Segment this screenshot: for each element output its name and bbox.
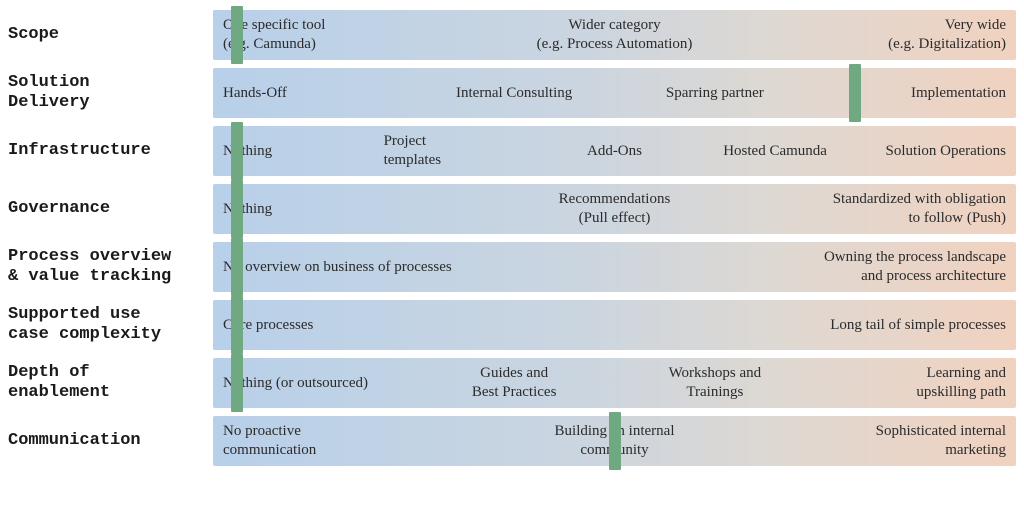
spectrum-labels: Core processesLong tail of simple proces… (213, 300, 1016, 350)
spectrum-label: Owning the process landscapeand process … (615, 248, 1017, 286)
spectrum-label: No overview on business of processes (213, 258, 615, 277)
spectrum-labels: NothingRecommendations(Pull effect)Stand… (213, 184, 1016, 234)
spectrum-label: Hands-Off (213, 84, 414, 103)
spectrum-bar: No proactivecommunicationBuilding an int… (213, 416, 1016, 466)
position-marker (231, 180, 243, 238)
spectrum-labels: Nothing (or outsourced)Guides andBest Pr… (213, 358, 1016, 408)
spectrum-label: Nothing (213, 200, 481, 219)
spectrum-label: Long tail of simple processes (615, 316, 1017, 335)
spectrum-labels: Hands-OffInternal ConsultingSparring par… (213, 68, 1016, 118)
row-process-overview: Process overview& value trackingNo overv… (8, 242, 1016, 292)
row-depth-of-enablement: Depth ofenablementNothing (or outsourced… (8, 358, 1016, 408)
spectrum-label: Internal Consulting (414, 84, 615, 103)
row-label: Governance (8, 199, 213, 219)
row-solution-delivery: SolutionDeliveryHands-OffInternal Consul… (8, 68, 1016, 118)
spectrum-chart: ScopeOne specific tool(e.g. Camunda)Wide… (8, 10, 1016, 466)
row-label: SolutionDelivery (8, 73, 213, 114)
spectrum-labels: No overview on business of processesOwni… (213, 242, 1016, 292)
spectrum-label: One specific tool(e.g. Camunda) (213, 16, 481, 54)
spectrum-label: Guides andBest Practices (414, 364, 615, 402)
spectrum-bar: Core processesLong tail of simple proces… (213, 300, 1016, 350)
position-marker (231, 354, 243, 412)
row-scope: ScopeOne specific tool(e.g. Camunda)Wide… (8, 10, 1016, 60)
spectrum-bar: No overview on business of processesOwni… (213, 242, 1016, 292)
spectrum-label: Solution Operations (855, 142, 1016, 161)
spectrum-label: Very wide(e.g. Digitalization) (748, 16, 1016, 54)
spectrum-bar: NothingProjecttemplatesAdd-OnsHosted Cam… (213, 126, 1016, 176)
row-label: Scope (8, 25, 213, 45)
spectrum-label: Workshops andTrainings (615, 364, 816, 402)
spectrum-label: Core processes (213, 316, 615, 335)
spectrum-label: Sophisticated internalmarketing (748, 422, 1016, 460)
spectrum-label: Recommendations(Pull effect) (481, 190, 749, 228)
position-marker (609, 412, 621, 470)
spectrum-bar: NothingRecommendations(Pull effect)Stand… (213, 184, 1016, 234)
position-marker (231, 122, 243, 180)
spectrum-label: Wider category(e.g. Process Automation) (481, 16, 749, 54)
row-use-case-complexity: Supported usecase complexityCore process… (8, 300, 1016, 350)
position-marker (231, 296, 243, 354)
spectrum-label: Standardized with obligationto follow (P… (748, 190, 1016, 228)
row-label: Depth ofenablement (8, 363, 213, 404)
spectrum-labels: NothingProjecttemplatesAdd-OnsHosted Cam… (213, 126, 1016, 176)
spectrum-label: Add-Ons (534, 142, 695, 161)
row-label: Supported usecase complexity (8, 305, 213, 346)
spectrum-bar: One specific tool(e.g. Camunda)Wider cat… (213, 10, 1016, 60)
spectrum-bar: Hands-OffInternal ConsultingSparring par… (213, 68, 1016, 118)
spectrum-label: Learning andupskilling path (815, 364, 1016, 402)
spectrum-label: Sparring partner (615, 84, 816, 103)
spectrum-label: No proactivecommunication (213, 422, 481, 460)
position-marker (231, 238, 243, 296)
position-marker (849, 64, 861, 122)
row-infrastructure: InfrastructureNothingProjecttemplatesAdd… (8, 126, 1016, 176)
spectrum-bar: Nothing (or outsourced)Guides andBest Pr… (213, 358, 1016, 408)
spectrum-label: Nothing (or outsourced) (213, 374, 414, 393)
row-label: Infrastructure (8, 141, 213, 161)
spectrum-label: Implementation (815, 84, 1016, 103)
position-marker (231, 6, 243, 64)
row-label: Communication (8, 431, 213, 451)
row-communication: CommunicationNo proactivecommunicationBu… (8, 416, 1016, 466)
spectrum-labels: One specific tool(e.g. Camunda)Wider cat… (213, 10, 1016, 60)
row-label: Process overview& value tracking (8, 247, 213, 288)
spectrum-label: Projecttemplates (374, 132, 535, 170)
row-governance: GovernanceNothingRecommendations(Pull ef… (8, 184, 1016, 234)
spectrum-label: Hosted Camunda (695, 142, 856, 161)
